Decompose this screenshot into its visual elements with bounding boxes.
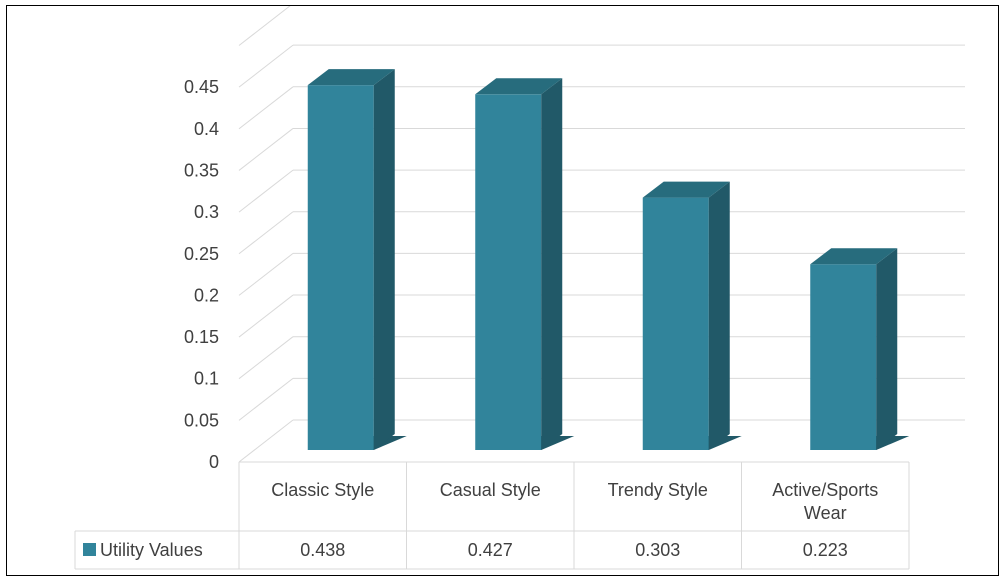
bar-top (307, 69, 395, 86)
gridline-diagonal (238, 86, 294, 130)
category-label: Casual Style (440, 480, 541, 500)
bar-side (541, 78, 563, 451)
y-tick-label: 0 (209, 452, 219, 472)
data-table: Classic Style Casual Style Trendy Style Act… (74, 461, 910, 570)
gridline-diagonal (238, 44, 294, 88)
gridline-diagonal (238, 377, 294, 421)
bar (475, 94, 542, 451)
chart-svg: 0 0.05 0.1 0.15 0.2 0.25 0.3 0.35 0.4 0.45 Classi… (74, 6, 965, 570)
bar-top (810, 248, 898, 265)
value-label: 0.223 (803, 540, 848, 560)
legend-swatch (83, 543, 96, 556)
y-tick-label: 0.3 (194, 202, 219, 222)
gridline-diagonal (238, 169, 294, 213)
bar-top (475, 78, 563, 95)
category-label: Trendy Style (608, 480, 708, 500)
gridline-diagonal (238, 6, 291, 46)
legend-label: Utility Values (100, 540, 203, 560)
value-label: 0.303 (635, 540, 680, 560)
gridline-diagonal (238, 419, 294, 463)
y-tick-label: 0.4 (194, 119, 219, 139)
gridline-diagonal (238, 336, 294, 380)
value-label: 0.438 (300, 540, 345, 560)
y-tick-label: 0.05 (184, 410, 219, 430)
bar-side (373, 69, 395, 450)
category-label: Active/Sports (772, 480, 878, 500)
bars (307, 69, 898, 451)
bar-top (642, 181, 730, 198)
gridline-diagonal (238, 211, 294, 255)
y-axis: 0 0.05 0.1 0.15 0.2 0.25 0.3 0.35 0.4 0.45 (184, 77, 219, 472)
chart-frame: 0 0.05 0.1 0.15 0.2 0.25 0.3 0.35 0.4 0.45 Classi… (6, 5, 999, 576)
y-tick-label: 0.25 (184, 244, 219, 264)
bar-side (708, 181, 730, 450)
bar (642, 197, 709, 450)
category-label: Classic Style (271, 480, 374, 500)
value-label: 0.427 (468, 540, 513, 560)
bar (810, 264, 877, 450)
y-tick-label: 0.2 (194, 285, 219, 305)
y-tick-label: 0.45 (184, 77, 219, 97)
y-tick-label: 0.15 (184, 327, 219, 347)
gridline-diagonal (238, 294, 294, 338)
bar-side (876, 248, 898, 450)
y-tick-label: 0.1 (194, 369, 219, 389)
gridline-diagonal (238, 128, 294, 171)
gridline-diagonal (238, 253, 294, 296)
category-label: Wear (804, 503, 847, 523)
y-tick-label: 0.35 (184, 160, 219, 180)
bar (307, 85, 374, 451)
